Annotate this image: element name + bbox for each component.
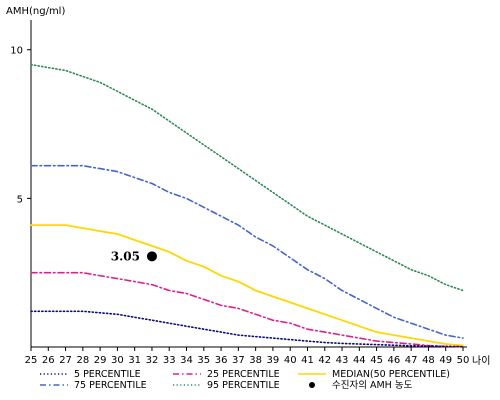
x-tick-label: 25	[25, 355, 38, 366]
legend: 5 PERCENTILE 25 PERCENTILE MEDIAN(50 PERCE…	[40, 369, 450, 391]
x-tick-label: 46	[388, 355, 401, 366]
series-line-75-percentile	[30, 164, 464, 339]
x-tick-label: 39	[267, 355, 280, 366]
subject-marker: 3.05	[111, 249, 157, 263]
legend-swatch	[309, 382, 315, 388]
y-tick-label: 10	[10, 46, 23, 57]
x-tick-label: 40	[284, 355, 297, 366]
x-tick-label: 42	[318, 355, 331, 366]
axes	[30, 20, 467, 348]
subject-value-label: 3.05	[111, 249, 140, 263]
x-tick-label: 28	[76, 355, 89, 366]
x-tick-label: 43	[336, 355, 349, 366]
series-line-95-percentile	[30, 63, 464, 292]
series-line-5-percentile	[30, 310, 464, 348]
x-tick-label: 30	[111, 355, 124, 366]
y-axis-label: AMH(ng/ml)	[6, 6, 65, 17]
x-tick-label: 38	[249, 355, 262, 366]
x-tick-label: 32	[146, 355, 159, 366]
x-tick-label: 48	[422, 355, 435, 366]
x-tick-label: 26	[42, 355, 55, 366]
series-lines	[30, 63, 464, 348]
series-line-25-percentile	[30, 271, 464, 348]
x-tick-label: 50	[457, 355, 470, 366]
x-tick-label: 31	[128, 355, 141, 366]
legend-label: 25 PERCENTILE	[207, 369, 280, 380]
x-tick-label: 36	[215, 355, 228, 366]
x-tick-label: 35	[197, 355, 210, 366]
x-tick-label: 45	[370, 355, 383, 366]
y-tick-label: 5	[17, 194, 23, 205]
x-axis-label: 나이	[472, 355, 490, 367]
legend-label: 75 PERCENTILE	[74, 380, 147, 391]
x-tick-label: 29	[94, 355, 107, 366]
x-tick-label: 27	[59, 355, 72, 366]
legend-label: 5 PERCENTILE	[74, 369, 141, 380]
x-tick-label: 44	[353, 355, 366, 366]
legend-label: MEDIAN(50 PERCENTILE)	[332, 369, 450, 380]
x-ticks: 25 26 27 28 29 30 31 32 33 34 35 36 37 38 39 40 41 42 43 44…	[25, 347, 470, 366]
x-tick-label: 34	[180, 355, 193, 366]
legend-label: 수진자의 AMH 농도	[332, 380, 413, 391]
subject-point	[146, 251, 157, 262]
legend-label: 95 PERCENTILE	[207, 380, 280, 391]
x-tick-label: 49	[439, 355, 452, 366]
x-tick-label: 33	[163, 355, 176, 366]
y-ticks: 5 10	[10, 46, 31, 205]
x-tick-label: 37	[232, 355, 245, 366]
series-line-median-50-percentile	[30, 224, 464, 347]
x-tick-label: 47	[405, 355, 418, 366]
x-tick-label: 41	[301, 355, 314, 366]
